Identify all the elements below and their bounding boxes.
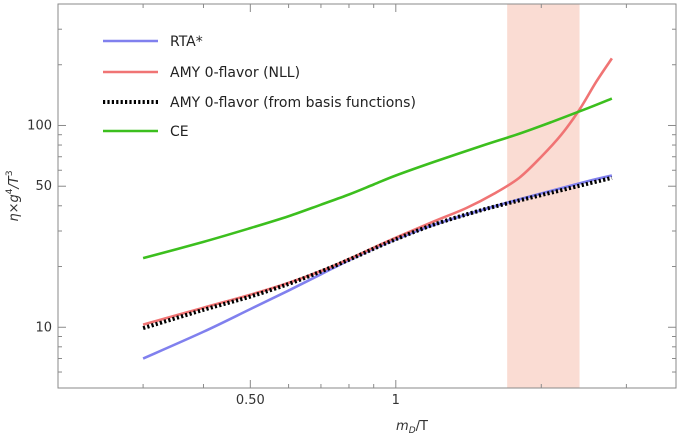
x-tick-label: 1	[392, 393, 400, 408]
x-axis-label: mD/T	[396, 419, 428, 435]
legend-label-2: AMY 0-flavor (from basis functions)	[170, 95, 416, 111]
series-line-2	[142, 175, 613, 331]
legend-label-3: CE	[170, 124, 189, 140]
series-line-3	[142, 97, 613, 260]
ticks: 0.50 1 10 50 100	[27, 3, 676, 408]
plot-frame	[57, 3, 677, 389]
y-axis-label: η×g4/T3	[5, 170, 22, 221]
y-tick-label: 50	[35, 179, 52, 194]
legend-label-0: RTA*	[170, 34, 203, 50]
y-tick-label: 100	[27, 118, 52, 133]
axis-frame	[57, 3, 677, 389]
y-tick-label: 10	[35, 320, 52, 335]
series-lines	[142, 57, 613, 360]
legend-label-1: AMY 0-flavor (NLL)	[170, 65, 300, 81]
x-tick-label: 0.50	[236, 393, 265, 408]
legend: RTA* AMY 0-flavor (NLL) AMY 0-flavor (from…	[103, 34, 416, 140]
